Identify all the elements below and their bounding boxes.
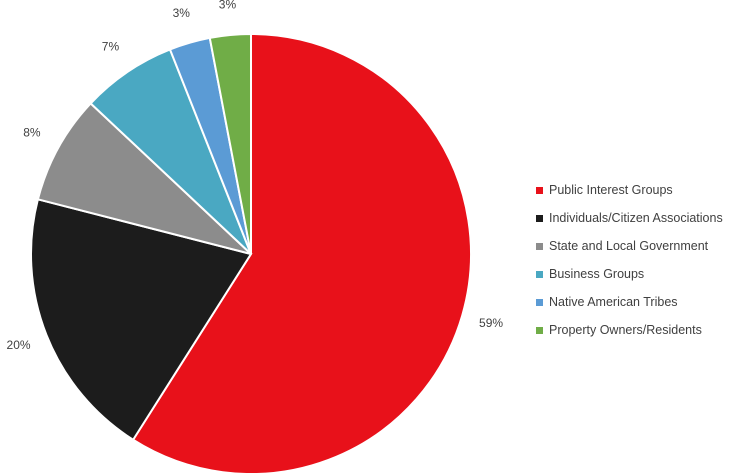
legend-swatch-3	[536, 270, 543, 278]
legend-swatch-2	[536, 242, 543, 250]
data-label-5: 3%	[219, 0, 237, 11]
legend-item-5: Property Owners/Residents	[536, 316, 723, 344]
data-label-1: 20%	[7, 338, 31, 352]
data-label-0: 59%	[479, 316, 503, 330]
pie-slices	[30, 32, 472, 473]
legend-swatch-5	[536, 326, 543, 334]
legend-item-2: State and Local Government	[536, 232, 723, 260]
pie-slice-1	[30, 198, 253, 442]
legend-item-0: Public Interest Groups	[536, 176, 723, 204]
data-label-3: 7%	[102, 39, 120, 53]
legend-label-5: Property Owners/Residents	[549, 323, 702, 337]
legend-item-1: Individuals/Citizen Associations	[536, 204, 723, 232]
pie-slice-5	[208, 32, 252, 255]
legend: Public Interest Groups Individuals/Citize…	[536, 176, 723, 344]
legend-label-1: Individuals/Citizen Associations	[549, 211, 723, 225]
data-label-2: 8%	[23, 126, 41, 140]
pie-data-labels: 59% 20% 8% 7% 3% 3%	[7, 0, 504, 352]
legend-swatch-0	[536, 186, 543, 194]
pie-slice-0	[131, 32, 472, 473]
legend-item-4: Native American Tribes	[536, 288, 723, 316]
legend-label-3: Business Groups	[549, 267, 645, 281]
data-label-4: 3%	[173, 6, 191, 20]
legend-label-4: Native American Tribes	[549, 295, 678, 309]
legend-swatch-1	[536, 214, 543, 222]
legend-swatch-4	[536, 298, 543, 306]
legend-item-3: Business Groups	[536, 260, 723, 288]
legend-label-2: State and Local Government	[549, 239, 709, 253]
legend-label-0: Public Interest Groups	[549, 183, 673, 197]
pie-slice-2	[36, 101, 252, 255]
